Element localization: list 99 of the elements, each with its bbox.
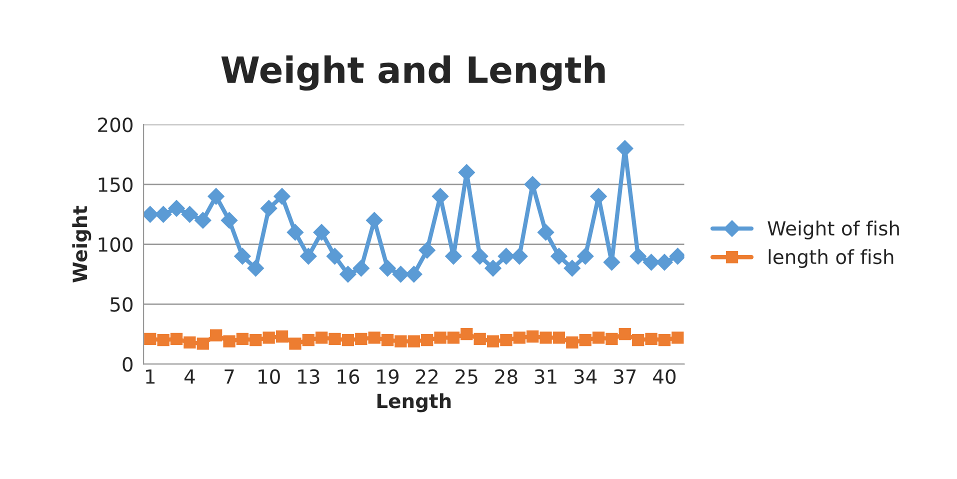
point bbox=[144, 332, 156, 345]
point bbox=[447, 332, 460, 344]
point bbox=[406, 266, 422, 283]
point bbox=[168, 200, 185, 217]
legend-label: length of fish bbox=[768, 249, 894, 268]
point bbox=[418, 242, 436, 259]
x-tick-label: 10 bbox=[258, 369, 280, 384]
point bbox=[154, 206, 172, 223]
y-tick-label: 200 bbox=[98, 117, 133, 132]
point bbox=[326, 248, 344, 265]
point bbox=[392, 266, 410, 283]
point bbox=[606, 332, 618, 345]
y-axis-title: Weight bbox=[72, 206, 92, 283]
point bbox=[526, 330, 539, 343]
x-tick-label: 34 bbox=[574, 369, 597, 384]
point bbox=[181, 206, 198, 223]
point bbox=[144, 206, 159, 223]
x-tick-label: 1 bbox=[146, 370, 155, 384]
point bbox=[196, 338, 209, 350]
x-tick-label: 16 bbox=[338, 369, 360, 384]
point bbox=[511, 248, 528, 265]
point bbox=[642, 254, 660, 271]
point bbox=[381, 334, 394, 346]
x-tick-label: 28 bbox=[495, 369, 518, 384]
point bbox=[274, 188, 290, 205]
point bbox=[194, 212, 212, 229]
point bbox=[421, 334, 434, 346]
point bbox=[471, 248, 488, 265]
point bbox=[260, 200, 278, 217]
x-tick-label: 7 bbox=[224, 370, 234, 384]
point bbox=[550, 248, 568, 265]
point bbox=[592, 332, 605, 344]
point bbox=[210, 329, 222, 342]
point bbox=[223, 335, 236, 348]
point bbox=[394, 335, 407, 348]
point bbox=[289, 338, 302, 350]
point bbox=[484, 260, 502, 277]
point bbox=[566, 336, 578, 349]
point bbox=[579, 334, 592, 346]
point bbox=[316, 332, 328, 344]
y-tick-label: 50 bbox=[110, 297, 133, 312]
point bbox=[286, 224, 304, 241]
point bbox=[500, 334, 512, 346]
y-tick-label: 0 bbox=[122, 356, 133, 372]
x-tick-label: 22 bbox=[416, 369, 438, 384]
point bbox=[340, 266, 356, 283]
point bbox=[669, 248, 684, 265]
point bbox=[434, 332, 446, 344]
point bbox=[170, 332, 183, 345]
point bbox=[234, 248, 251, 265]
point bbox=[576, 248, 594, 265]
point bbox=[276, 330, 288, 343]
point bbox=[313, 224, 330, 241]
point bbox=[540, 332, 552, 344]
x-tick-label: 37 bbox=[614, 369, 636, 384]
point bbox=[250, 334, 262, 346]
x-tick-label: 13 bbox=[298, 369, 320, 384]
point bbox=[300, 248, 317, 265]
point bbox=[460, 328, 473, 340]
point bbox=[247, 260, 264, 277]
point bbox=[672, 332, 684, 344]
point bbox=[368, 332, 380, 344]
point bbox=[658, 334, 671, 346]
point bbox=[379, 260, 396, 277]
point bbox=[564, 260, 581, 277]
point bbox=[408, 335, 420, 348]
point bbox=[498, 248, 515, 265]
point bbox=[157, 334, 170, 346]
point bbox=[537, 224, 554, 241]
point bbox=[630, 248, 646, 265]
point bbox=[632, 334, 644, 346]
x-axis-title: Length bbox=[377, 393, 451, 412]
point bbox=[184, 336, 196, 349]
point bbox=[352, 260, 370, 277]
x-tick-label: 31 bbox=[534, 369, 556, 384]
point bbox=[342, 334, 354, 346]
point bbox=[366, 212, 383, 229]
point bbox=[474, 332, 486, 345]
y-tick-label: 150 bbox=[98, 177, 133, 192]
point bbox=[262, 332, 275, 344]
chart-title: Weight and Length bbox=[221, 55, 605, 91]
x-tick-label: 25 bbox=[456, 369, 478, 384]
point bbox=[208, 188, 224, 205]
point bbox=[355, 332, 368, 345]
point bbox=[302, 334, 314, 346]
legend-label: Weight of fish bbox=[768, 220, 899, 240]
point bbox=[552, 332, 566, 344]
x-tick-label: 40 bbox=[653, 369, 676, 384]
point bbox=[618, 328, 631, 340]
x-tick-label: 19 bbox=[377, 369, 399, 384]
point bbox=[656, 254, 673, 271]
point bbox=[236, 332, 249, 345]
point bbox=[645, 332, 658, 345]
point bbox=[513, 332, 526, 344]
y-tick-label: 100 bbox=[98, 237, 133, 252]
point bbox=[486, 335, 500, 348]
x-tick-label: 4 bbox=[184, 370, 195, 384]
point bbox=[220, 212, 238, 229]
point bbox=[328, 332, 341, 345]
